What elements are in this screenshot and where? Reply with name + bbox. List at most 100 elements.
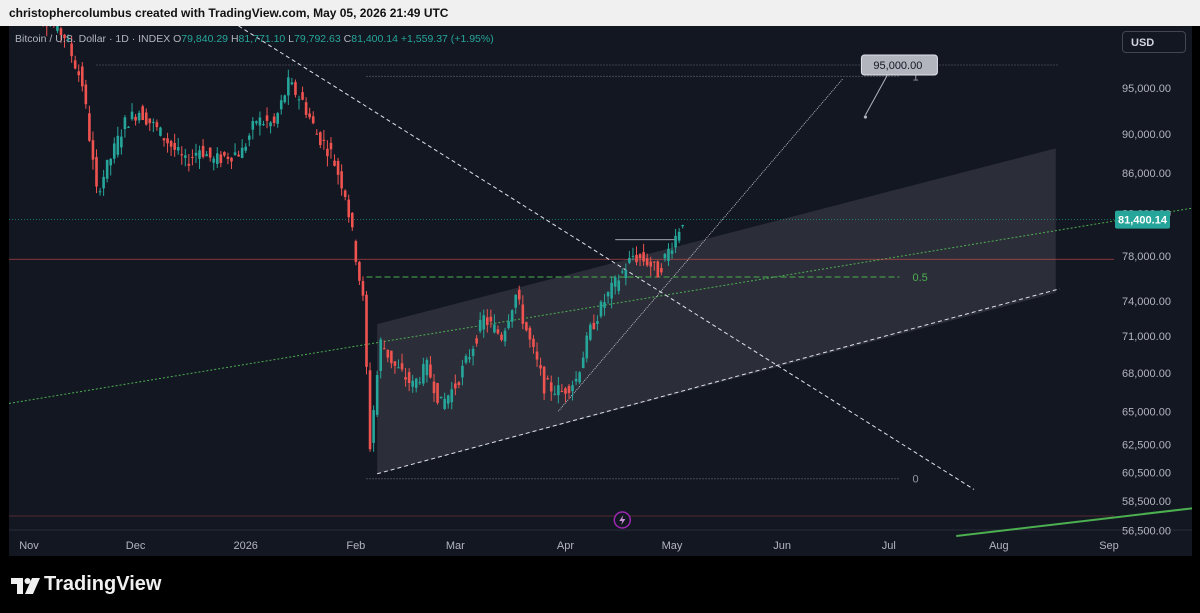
target-tooltip[interactable] — [860, 54, 938, 76]
tradingview-wordmark: TradingView — [44, 573, 162, 595]
candle-body — [66, 39, 70, 41]
candle-body — [571, 385, 574, 392]
time-axis-tick: May — [662, 540, 683, 552]
candle-body — [677, 231, 681, 241]
candle-body — [159, 127, 162, 136]
legend-symbol[interactable]: Bitcoin / U.S. Dollar · 1D · INDEX — [15, 33, 171, 45]
candle-body — [596, 321, 599, 324]
candle-body — [343, 190, 347, 197]
chart-pane[interactable]: 10.5095,000.0090,000.0086,000.0082,000.0… — [9, 26, 1192, 556]
candle-body — [667, 248, 670, 261]
header-text: christophercolumbus created with Trading… — [9, 6, 449, 20]
candle-body — [322, 139, 326, 141]
price-axis-tick: 56,500.00 — [1122, 526, 1171, 538]
candle-body — [244, 146, 248, 151]
target-tooltip-label: 95,000.00 — [873, 60, 922, 72]
candle-body — [546, 378, 549, 380]
candle-body — [461, 365, 464, 378]
candle-body — [454, 383, 457, 389]
candle-body — [528, 327, 532, 340]
price-chart[interactable]: 10.5095,000.0090,000.0086,000.0082,000.0… — [9, 26, 1192, 556]
candle-body — [262, 124, 265, 126]
currency-button[interactable]: USD — [1122, 31, 1186, 53]
legend-high-label: H — [230, 33, 239, 45]
candle-body — [446, 395, 450, 404]
candle-body — [382, 348, 386, 350]
candle-body — [635, 254, 638, 263]
candle-body — [77, 71, 81, 76]
candle-body — [652, 261, 656, 263]
price-axis-tick: 78,000.00 — [1122, 251, 1171, 263]
legend-high: 81,771.10 — [238, 33, 286, 45]
candle-body — [645, 258, 649, 266]
candle-body — [485, 317, 489, 325]
price-axis-tick: 86,000.00 — [1122, 168, 1171, 180]
candle-body — [283, 95, 287, 103]
price-axis-tick: 90,000.00 — [1122, 129, 1171, 141]
candle-body — [638, 254, 642, 259]
legend-close-label: C — [343, 33, 352, 45]
candle-body — [59, 28, 63, 36]
candle-body — [315, 133, 319, 135]
candle-body — [361, 281, 365, 296]
candle-body — [589, 324, 592, 340]
candle-body — [240, 147, 244, 158]
price-axis-tick: 71,000.00 — [1122, 331, 1171, 343]
candle-body — [411, 380, 414, 387]
candle-body — [123, 117, 127, 130]
candle-body — [247, 135, 251, 140]
candle-body — [304, 102, 308, 115]
candle-body — [450, 389, 454, 403]
chart-frame: 10.5095,000.0090,000.0086,000.0082,000.0… — [0, 26, 1200, 563]
time-axis-tick: Aug — [989, 540, 1009, 552]
candle-body — [215, 153, 219, 164]
time-axis-tick: Mar — [446, 540, 465, 552]
candle-body — [468, 357, 471, 360]
candle-body — [105, 159, 109, 179]
candle-body — [152, 121, 155, 123]
candle-body — [393, 361, 397, 366]
candle-body — [166, 138, 169, 144]
candle-body — [226, 156, 230, 159]
candle-body — [436, 383, 439, 403]
lightning-icon — [619, 515, 626, 525]
legend-bar: Bitcoin / U.S. Dollar · 1D · INDEX O79,8… — [15, 33, 494, 45]
candle-body — [542, 366, 546, 394]
candle-body — [212, 158, 216, 163]
candle-body — [169, 140, 173, 147]
candle-body — [358, 261, 361, 281]
time-axis-tick: Jun — [773, 540, 791, 552]
candle-body — [535, 351, 539, 360]
legend-open: 79,840.29 — [181, 33, 229, 45]
candle-body — [560, 390, 564, 392]
candle-body — [631, 255, 635, 257]
price-axis-tick: 58,500.00 — [1122, 496, 1171, 508]
candle-body — [663, 253, 667, 259]
tradingview-logo-icon — [11, 578, 40, 594]
candle-body — [670, 250, 674, 254]
candle-body — [187, 163, 191, 166]
candle-body — [294, 82, 297, 95]
candle-body — [120, 136, 123, 148]
candle-body — [176, 146, 180, 151]
candle-body — [194, 152, 198, 156]
candle-body — [606, 292, 610, 297]
candle-body — [581, 357, 585, 369]
candle-body — [592, 322, 596, 330]
candle-body — [475, 338, 478, 344]
target-tooltip-pointer — [864, 74, 888, 116]
candle-body — [205, 154, 208, 157]
candle-body — [532, 338, 535, 347]
candle-body — [557, 385, 560, 396]
price-axis-area[interactable] — [1114, 26, 1192, 556]
candle-body — [109, 158, 113, 166]
candle-body — [116, 135, 120, 155]
candle-body — [272, 116, 276, 123]
candle-body — [549, 382, 553, 392]
channel-lower-line — [377, 288, 1060, 475]
candle-body — [333, 160, 336, 166]
candle-body — [301, 92, 304, 100]
time-axis-tick: Sep — [1099, 540, 1119, 552]
candle-body — [613, 277, 617, 287]
candle-body — [422, 364, 425, 384]
